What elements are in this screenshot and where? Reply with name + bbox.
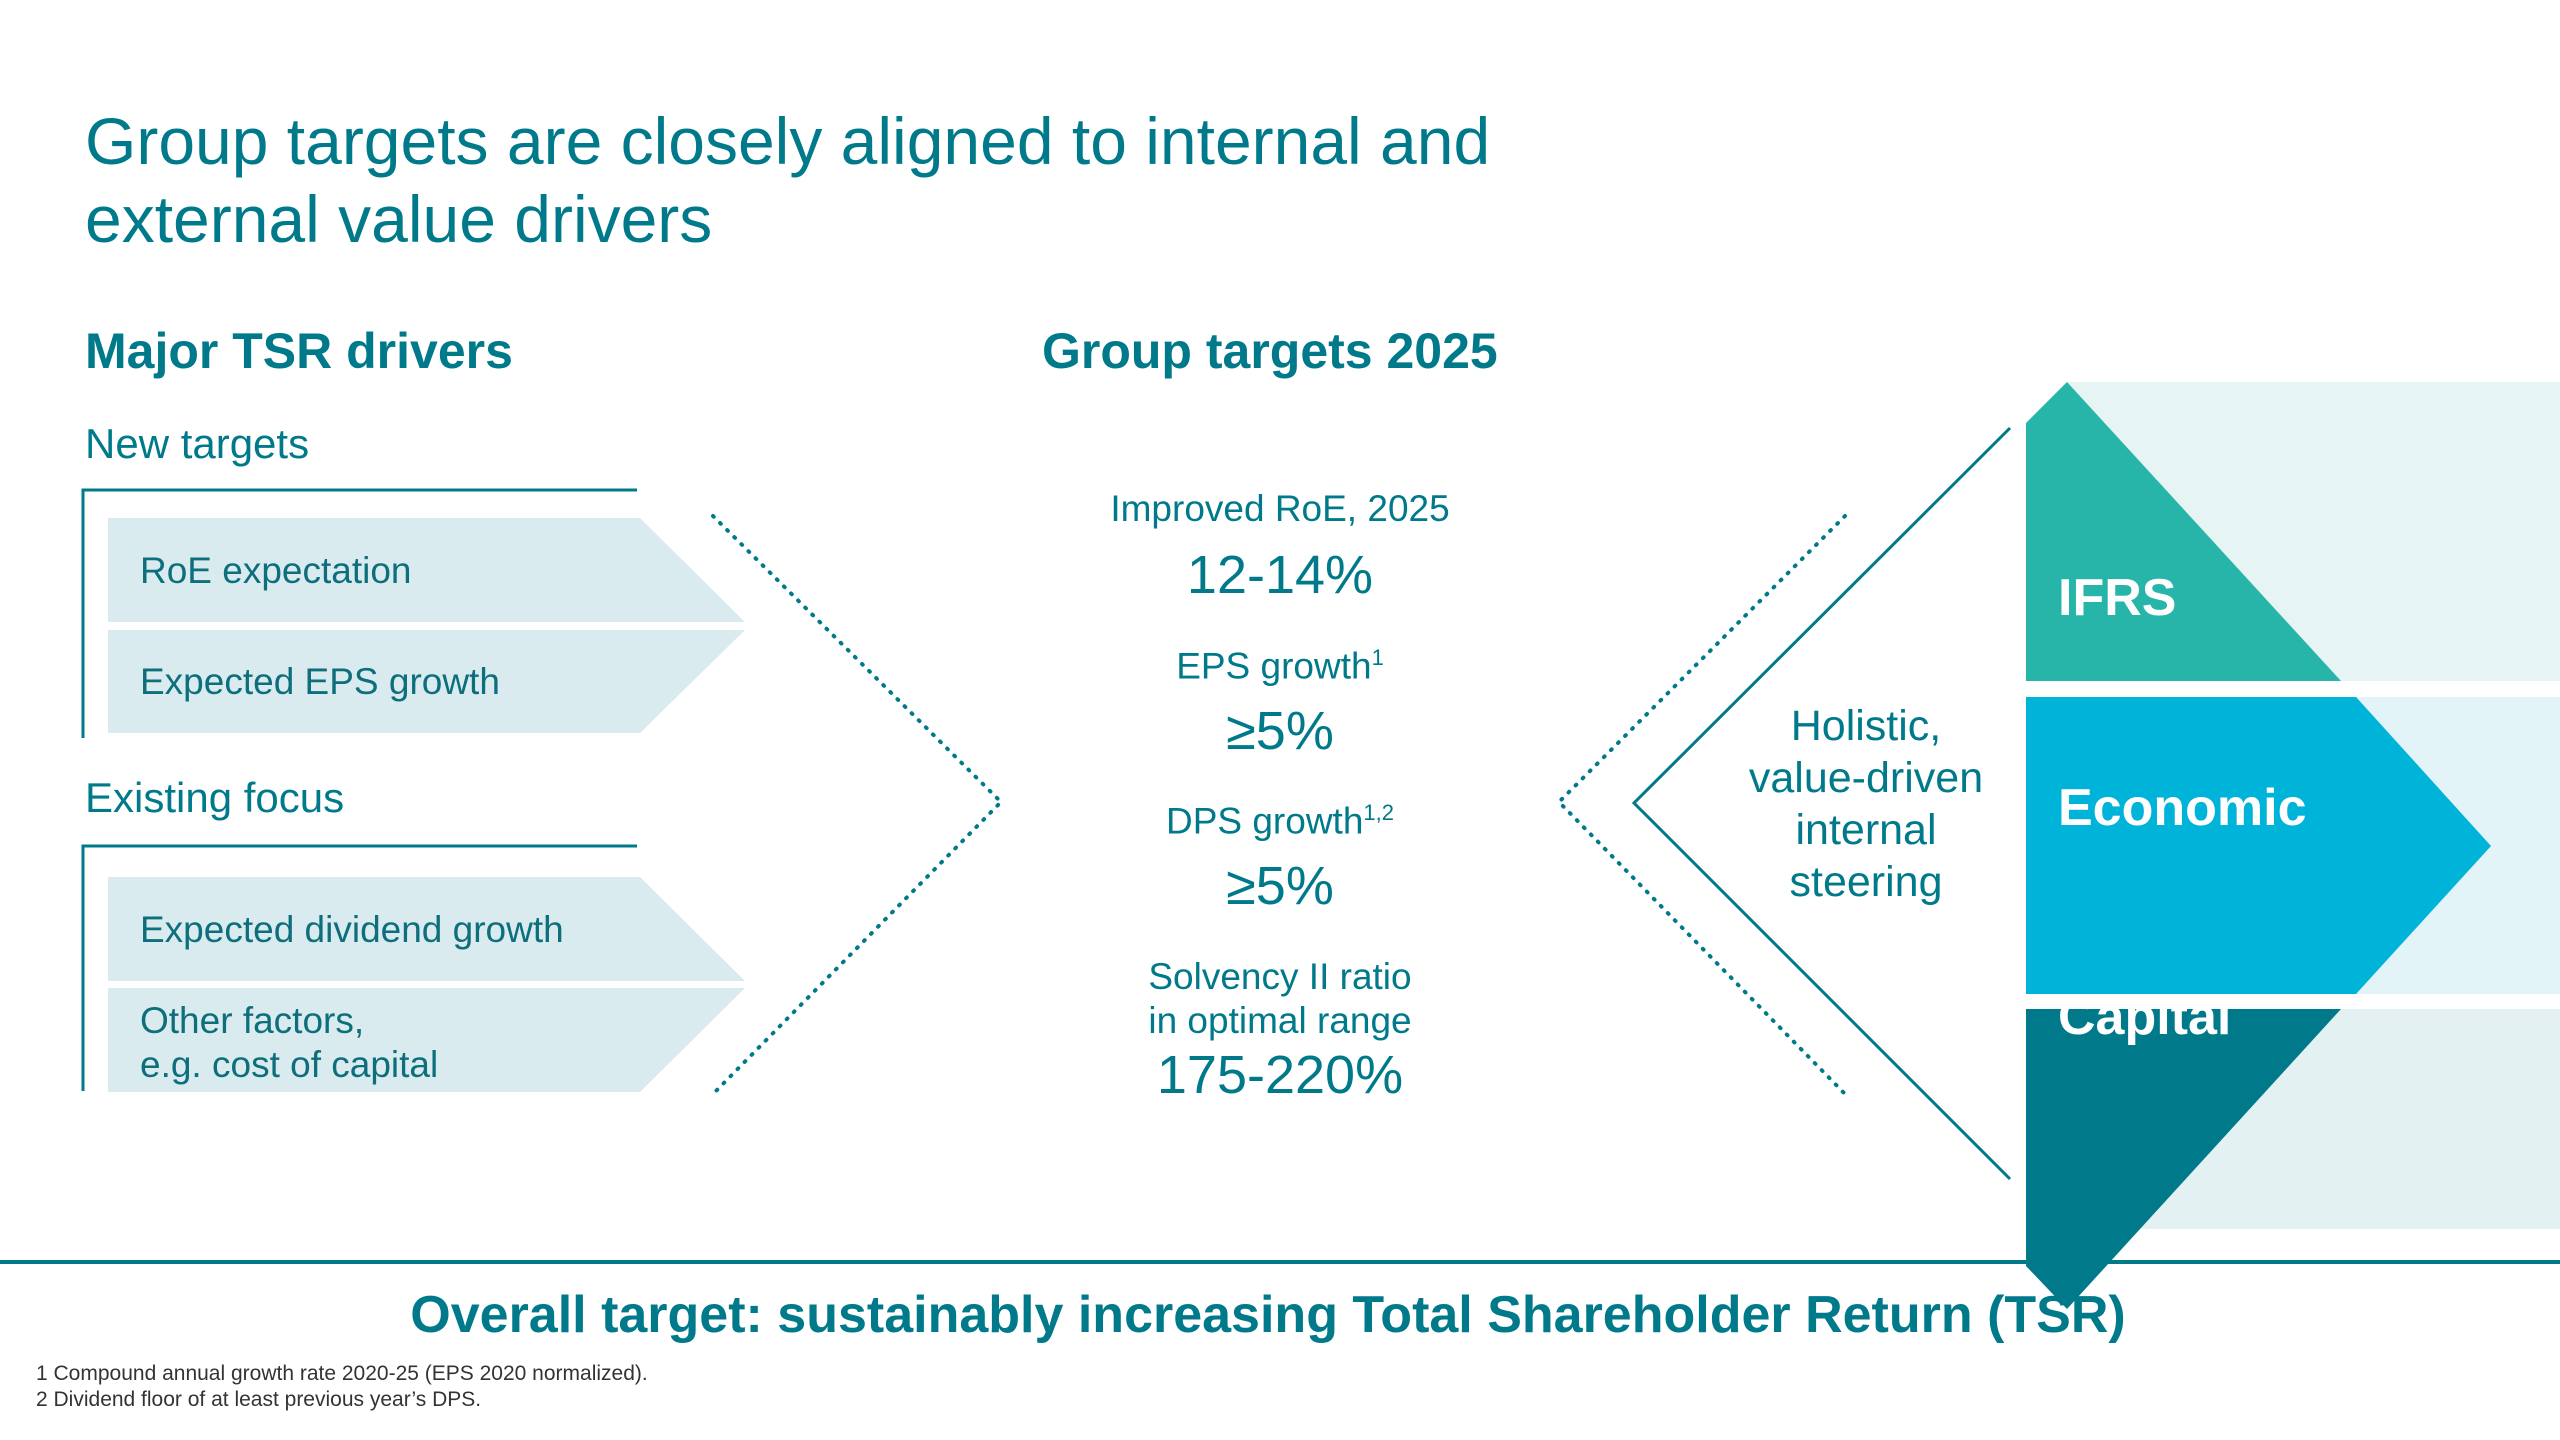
target-value: ≥5% bbox=[1226, 856, 1334, 916]
target-label: DPS growth1,2 bbox=[980, 800, 1580, 842]
box-label: RoE expectation bbox=[140, 550, 412, 591]
page-title: Group targets are closely aligned to int… bbox=[85, 104, 1491, 256]
target-label: EPS growth1 bbox=[980, 645, 1580, 687]
ifrs-label: IFRS bbox=[2058, 569, 2177, 627]
bracket-existing-focus bbox=[81, 844, 637, 1091]
left-heading: Major TSR drivers bbox=[85, 323, 513, 379]
overall-target: Overall target: sustainably increasing T… bbox=[410, 1286, 2126, 1344]
bottom-rule bbox=[0, 1260, 2560, 1264]
capital-segment bbox=[2026, 1009, 2341, 1309]
box-label: Expected dividend growth bbox=[140, 909, 564, 950]
dotted-chevron-left bbox=[711, 514, 1004, 1096]
footnote-ref: 1 bbox=[1371, 645, 1384, 670]
box-eps bbox=[108, 630, 745, 733]
group-label-existing-focus: Existing focus bbox=[85, 774, 345, 821]
group-label-new-targets: New targets bbox=[85, 420, 310, 467]
economic-segment bbox=[2026, 697, 2491, 994]
target-value: 12-14% bbox=[1186, 545, 1374, 605]
target-label-text: DPS growth bbox=[1165, 800, 1364, 842]
economic-label: Economic bbox=[2058, 779, 2307, 837]
capital-label: Capital bbox=[2058, 988, 2232, 1046]
target-label-text: EPS growth bbox=[1176, 645, 1372, 687]
box-label: Other factors, e.g. cost of capital bbox=[140, 1000, 439, 1085]
footnote: 2 Dividend floor of at least previous ye… bbox=[36, 1388, 482, 1411]
box-roe bbox=[108, 518, 745, 622]
footnote-ref: 1,2 bbox=[1363, 800, 1394, 825]
footnote: 1 Compound annual growth rate 2020-25 (E… bbox=[36, 1362, 648, 1385]
steering-text: Holistic, value-driven internal steering bbox=[1748, 702, 1984, 906]
bracket-new-targets bbox=[81, 488, 637, 738]
solid-chevron bbox=[1631, 426, 2012, 1181]
target-label-text: Improved RoE, 2025 bbox=[1110, 488, 1450, 529]
center-heading: Group targets 2025 bbox=[1042, 323, 1498, 379]
ifrs-segment bbox=[2026, 382, 2341, 681]
target-label: Improved RoE, 2025 bbox=[980, 488, 1580, 530]
target-label: Solvency II ratio in optimal range bbox=[1148, 956, 1412, 1041]
box-label: Expected EPS growth bbox=[140, 661, 500, 702]
box-dividend bbox=[108, 877, 745, 981]
target-value: 175-220% bbox=[1156, 1045, 1404, 1105]
box-other bbox=[108, 988, 745, 1092]
target-value: ≥5% bbox=[1226, 701, 1334, 761]
